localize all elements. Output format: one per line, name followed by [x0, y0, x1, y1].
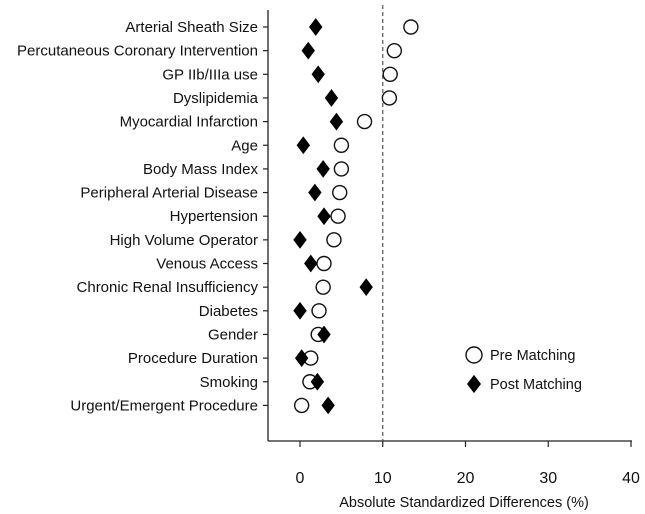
- legend-pre-matching-label: Pre Matching: [490, 348, 575, 364]
- pre-matching-point: [356, 113, 373, 130]
- pre-matching-point: [403, 19, 419, 35]
- covariate-label: Urgent/Emergent Procedure: [70, 397, 258, 414]
- data-points: [293, 18, 419, 415]
- covariate-label: GP IIb/IIIa use: [162, 66, 258, 83]
- pre-matching-point: [386, 42, 403, 59]
- x-tick-label: 10: [374, 470, 392, 487]
- covariate-label: Age: [231, 137, 258, 154]
- post-matching-point: [310, 372, 325, 391]
- covariate-label: Percutaneous Coronary Intervention: [17, 43, 258, 60]
- covariate-label: Smoking: [200, 374, 258, 391]
- covariate-label: High Volume Operator: [110, 232, 258, 249]
- x-tick-label: 20: [457, 470, 475, 487]
- covariate-label: Procedure Duration: [128, 350, 258, 367]
- x-tick-label: 40: [622, 470, 640, 487]
- pre-matching-point: [381, 90, 398, 106]
- legend-post-matching-marker: [466, 374, 482, 394]
- post-matching-point: [317, 325, 331, 344]
- covariate-label: Body Mass Index: [143, 161, 259, 178]
- x-axis-title: Absolute Standardized Differences (%): [339, 495, 589, 511]
- covariate-label: Venous Access: [156, 256, 258, 273]
- post-matching-point: [317, 207, 331, 226]
- post-matching-point: [293, 230, 307, 249]
- pre-matching-point: [330, 208, 346, 224]
- legend-post-matching-label: Post Matching: [490, 377, 582, 393]
- post-matching-point: [294, 349, 309, 367]
- pre-matching-point: [332, 184, 348, 201]
- covariate-label: Chronic Renal Insufficiency: [77, 279, 259, 296]
- pre-matching-point: [311, 303, 327, 319]
- x-ticks: 0 10 20 30 40: [296, 441, 640, 487]
- post-matching-point: [359, 278, 373, 297]
- pre-matching-point: [293, 397, 310, 414]
- covariate-label: Myocardial Infarction: [120, 114, 258, 131]
- legend: Pre Matching Post Matching: [465, 346, 582, 394]
- covariate-labels: Arterial Sheath Size Percutaneous Coronar…: [17, 19, 268, 414]
- pre-matching-point: [382, 66, 398, 83]
- post-matching-point: [329, 112, 344, 131]
- post-matching-point: [316, 160, 330, 178]
- post-matching-point: [301, 41, 315, 60]
- covariate-label: Gender: [208, 326, 258, 343]
- post-matching-point: [321, 396, 335, 415]
- covariate-label: Hypertension: [170, 208, 258, 225]
- covariate-label: Diabetes: [199, 303, 258, 320]
- post-matching-point: [324, 89, 339, 107]
- pre-matching-point: [326, 232, 342, 248]
- x-tick-label: 0: [296, 470, 305, 487]
- covariate-label: Dyslipidemia: [173, 90, 259, 107]
- axes: [267, 10, 632, 442]
- pre-matching-point: [316, 255, 332, 272]
- pre-matching-point: [333, 161, 350, 177]
- post-matching-point: [309, 18, 323, 36]
- post-matching-point: [293, 301, 307, 320]
- post-matching-point: [308, 183, 322, 202]
- covariate-label: Arterial Sheath Size: [125, 19, 258, 36]
- post-matching-point: [304, 254, 318, 273]
- covariate-label: Peripheral Arterial Disease: [80, 185, 258, 202]
- x-tick-label: 30: [539, 470, 557, 487]
- pre-matching-point: [315, 279, 331, 295]
- pre-matching-point: [333, 137, 350, 153]
- post-matching-point: [296, 136, 311, 155]
- legend-pre-matching-marker: [465, 346, 483, 364]
- post-matching-point: [311, 65, 325, 84]
